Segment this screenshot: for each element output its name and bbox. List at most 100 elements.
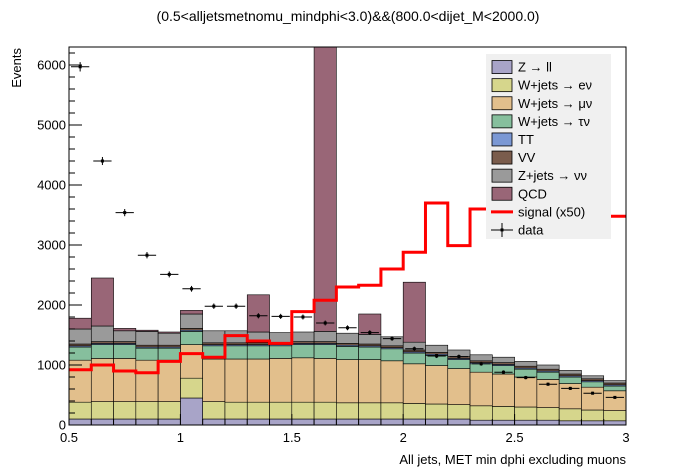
data-point [427, 353, 446, 359]
bar-segment [358, 346, 382, 360]
bar-segment [313, 401, 337, 420]
bar-segment [447, 359, 471, 369]
data-point [583, 391, 602, 395]
bar-segment [291, 331, 315, 342]
bar-segment [492, 373, 515, 407]
plot-border [68, 46, 627, 426]
bar-segment [469, 405, 493, 421]
data-point [516, 375, 535, 380]
data-point [160, 271, 179, 278]
bar-segment [402, 352, 426, 365]
bar-segment [581, 420, 605, 426]
data-marker [457, 355, 461, 359]
bar-segment [246, 345, 270, 360]
x-axis-title: All jets, MET min dphi excluding muons [399, 452, 626, 467]
data-marker [167, 272, 171, 276]
series-6 [68, 313, 627, 384]
bar-segment [291, 344, 315, 359]
x-tick-label: 2.5 [506, 430, 524, 445]
bar-segment [558, 376, 582, 384]
data-point [204, 303, 223, 309]
y-axis-title: Events [9, 48, 24, 88]
bar-segment [469, 371, 493, 407]
bar-segment [447, 418, 471, 426]
legend: Z → ll W+jets → eν W+jets → μν W+jets → τν T… [486, 54, 611, 239]
data-point [93, 156, 112, 166]
data-point [182, 285, 201, 292]
legend-swatch [491, 78, 513, 93]
bar-segment [469, 354, 493, 362]
signal-line [69, 201, 626, 375]
bar-segment [514, 406, 538, 421]
y-tick-label: 6000 [37, 58, 66, 73]
bar-segment [514, 368, 538, 378]
bar-segment [581, 409, 605, 422]
legend-label: Z → ll [518, 60, 552, 75]
bar-segment [581, 375, 605, 380]
bar-segment [425, 403, 449, 420]
bar-segment [157, 359, 181, 402]
bar-segment [536, 371, 560, 380]
bar-segment [180, 331, 203, 345]
bar-segment [68, 401, 92, 420]
bar-segment [224, 401, 248, 420]
data-marker [123, 211, 127, 215]
chart-title: (0.5<alljetsmetnomu_mindphi<3.0)&&(800.0… [157, 8, 540, 24]
bar-segment [135, 347, 159, 361]
legend-label: VV [518, 150, 536, 165]
data-marker [256, 314, 260, 318]
bar-segment [469, 419, 493, 426]
bar-segment [90, 418, 114, 426]
bar-segment [202, 358, 226, 402]
data-marker [479, 362, 483, 366]
data-point [538, 382, 558, 386]
bar-segment [269, 332, 293, 344]
legend-label: W+jets → eν [518, 78, 592, 93]
data-marker [591, 391, 595, 395]
legend-label: data [518, 222, 544, 237]
bar-segment [447, 404, 471, 420]
bar-segment [113, 418, 137, 426]
bar-segment [380, 348, 404, 362]
legend-swatch [491, 132, 513, 147]
data-marker [234, 304, 238, 308]
bar-segment [291, 357, 315, 403]
data-marker [346, 326, 349, 330]
y-tick-label: 4000 [37, 178, 66, 193]
bar-segment [68, 346, 92, 361]
bar-segment [180, 397, 203, 426]
data-point [293, 314, 313, 320]
bar-segment [336, 402, 359, 420]
bar-segment [425, 418, 449, 426]
legend-label: W+jets → τν [518, 114, 590, 129]
legend-swatch [491, 150, 513, 165]
data-marker [368, 331, 372, 335]
bar-segment [180, 310, 203, 315]
bar-segment [90, 401, 114, 420]
bar-segment [135, 359, 159, 402]
plot-frame [68, 46, 627, 426]
data-point [271, 313, 290, 319]
bar-segment [180, 377, 203, 399]
bar-segment [380, 402, 404, 420]
x-tick-label: 1.5 [283, 430, 301, 445]
bar-segment [113, 344, 137, 359]
bar-segment [336, 418, 359, 426]
bar-segment [291, 418, 315, 426]
bar-segment [113, 358, 137, 402]
legend-label: signal (x50) [518, 204, 585, 219]
y-tick-label: 2000 [37, 298, 66, 313]
data-marker [501, 370, 505, 374]
y-tick-label: 3000 [37, 238, 66, 253]
bar-segment [313, 418, 337, 426]
bar-segment [113, 401, 137, 420]
data-marker [190, 287, 194, 291]
bar-segment [246, 358, 270, 403]
bar-segment [536, 419, 560, 426]
bar-segment [157, 418, 181, 426]
bar-segment [514, 376, 538, 408]
y-tick-label: 1000 [37, 358, 66, 373]
data-point [561, 386, 580, 390]
data-point [494, 370, 513, 374]
x-tick-label: 2 [400, 430, 407, 445]
